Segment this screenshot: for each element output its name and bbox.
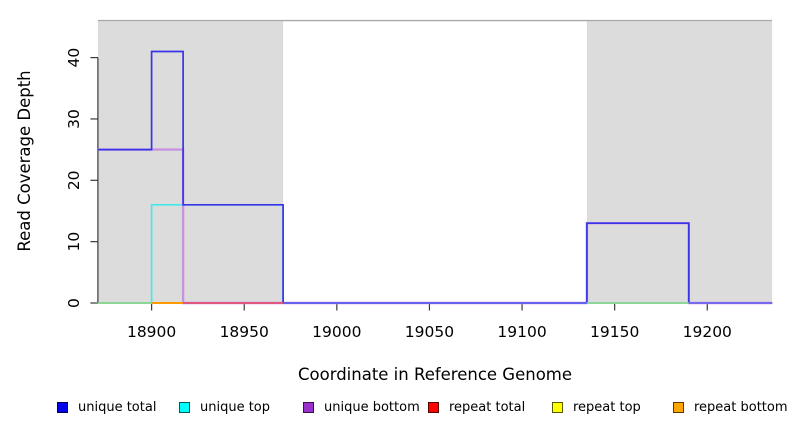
x-tick-label: 19200 — [683, 323, 732, 341]
x-tick-label: 19050 — [405, 323, 454, 341]
y-axis-title: Read Coverage Depth — [15, 70, 34, 251]
legend-label: unique top — [200, 399, 271, 415]
repeat-region-shading — [97, 19, 773, 304]
legend-item-repeat-total: repeat total — [428, 397, 525, 417]
legend-label: unique total — [78, 399, 157, 415]
y-tick-label: 40 — [65, 48, 83, 68]
legend-swatch-unique-total — [57, 401, 68, 413]
axes: 0 10 20 30 40 18900 18950 19000 19050 19100 19150 1… — [65, 48, 773, 341]
repeat-region-left — [97, 21, 284, 304]
legend-swatch-unique-top — [179, 401, 190, 413]
legend-label: repeat top — [573, 399, 641, 415]
legend-swatch-unique-bottom — [303, 401, 314, 413]
coverage-plot: 0 10 20 30 40 18900 18950 19000 19050 19100 19150 1… — [15, 19, 773, 384]
legend-item-repeat-top: repeat top — [552, 397, 641, 417]
y-tick-label: 10 — [65, 232, 83, 252]
x-tick-label: 18900 — [127, 323, 176, 341]
legend-swatch-repeat-total — [428, 401, 439, 413]
series-line-unique-total — [97, 50, 773, 304]
y-tick-label: 20 — [65, 170, 83, 190]
x-tick-label: 19150 — [590, 323, 639, 341]
legend-swatch-repeat-bottom — [673, 401, 684, 413]
legend-label: repeat total — [449, 399, 526, 415]
legend-item-repeat-bottom: repeat bottom — [673, 397, 788, 417]
legend-label: unique bottom — [324, 399, 420, 415]
legend-item-unique-bottom: unique bottom — [303, 397, 420, 417]
y-tick-label: 0 — [65, 298, 83, 308]
repeat-region-right — [586, 21, 773, 304]
legend: unique total unique top unique bottom repea… — [0, 397, 792, 421]
x-axis-title: Coordinate in Reference Genome — [298, 365, 572, 384]
legend-swatch-repeat-top — [552, 401, 563, 413]
x-tick-label: 19100 — [497, 323, 546, 341]
x-tick-label: 18950 — [220, 323, 269, 341]
legend-item-unique-top: unique top — [179, 397, 270, 417]
y-tick-label: 30 — [65, 109, 83, 129]
legend-label: repeat bottom — [694, 399, 788, 415]
legend-item-unique-total: unique total — [57, 397, 156, 417]
x-tick-label: 19000 — [312, 323, 361, 341]
